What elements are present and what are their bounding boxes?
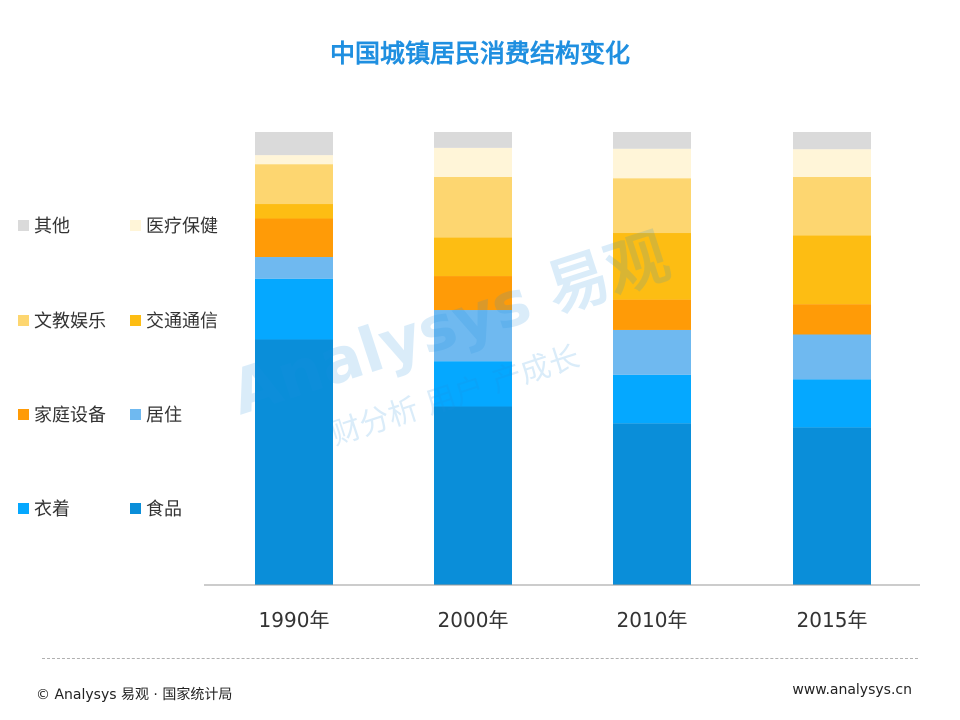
bar-segment-2-5 bbox=[613, 178, 691, 234]
bar-segment-2-1 bbox=[613, 374, 691, 424]
bar-segment-2-4 bbox=[613, 233, 691, 300]
bar-segment-3-7 bbox=[793, 132, 871, 150]
legend-swatch bbox=[18, 314, 29, 326]
legend-item: 家庭设备 bbox=[18, 401, 106, 427]
bar-segment-3-1 bbox=[793, 379, 871, 428]
bar-segment-0-2 bbox=[255, 257, 333, 279]
legend-label: 文教娱乐 bbox=[34, 311, 106, 332]
bar-segment-2-2 bbox=[613, 329, 691, 375]
bar-segment-0-7 bbox=[255, 132, 333, 156]
x-tick-label: 2010年 bbox=[617, 608, 688, 632]
legend-item: 其他 bbox=[18, 212, 70, 238]
chart-title: 中国城镇居民消费结构变化 bbox=[329, 39, 630, 68]
x-tick-label: 1990年 bbox=[259, 608, 330, 632]
legend-item: 交通通信 bbox=[130, 307, 218, 333]
bar-segment-1-1 bbox=[434, 361, 512, 407]
bar-segment-1-6 bbox=[434, 147, 512, 177]
x-tick-label: 2000年 bbox=[438, 608, 509, 632]
bar-segment-1-2 bbox=[434, 310, 512, 362]
legend-label: 衣着 bbox=[34, 499, 70, 520]
legend-swatch bbox=[130, 502, 141, 514]
legend-swatch bbox=[130, 219, 141, 231]
legend-label: 食品 bbox=[146, 499, 182, 520]
legend-item: 衣着 bbox=[18, 495, 70, 521]
bar-segment-3-5 bbox=[793, 176, 871, 236]
bar-segment-0-6 bbox=[255, 155, 333, 165]
footer-url: www.analysys.cn bbox=[792, 682, 912, 698]
legend-label: 家庭设备 bbox=[34, 405, 106, 426]
bar-segment-3-6 bbox=[793, 149, 871, 177]
bar-segment-1-5 bbox=[434, 176, 512, 238]
legend: 其他 医疗保健文教娱乐 交通通信家庭设备 居住衣着 食品 bbox=[18, 212, 258, 532]
bars-group bbox=[255, 132, 871, 585]
legend-item: 文教娱乐 bbox=[18, 307, 106, 333]
footer-source: © Analysys 易观 · 国家统计局 bbox=[36, 687, 233, 703]
legend-item: 食品 bbox=[130, 495, 182, 521]
bar-segment-2-6 bbox=[613, 148, 691, 179]
bar-segment-2-7 bbox=[613, 132, 691, 149]
bar-segment-2-3 bbox=[613, 299, 691, 330]
bar-segment-3-0 bbox=[793, 427, 871, 585]
bar-segment-0-4 bbox=[255, 204, 333, 219]
legend-label: 交通通信 bbox=[146, 311, 218, 332]
legend-swatch bbox=[130, 314, 141, 326]
x-tick-label: 2015年 bbox=[797, 608, 868, 632]
legend-swatch bbox=[18, 219, 29, 231]
legend-label: 其他 bbox=[34, 216, 70, 237]
bar-segment-0-1 bbox=[255, 278, 333, 340]
bar-segment-2-0 bbox=[613, 423, 691, 585]
legend-swatch bbox=[18, 502, 29, 514]
bar-segment-1-0 bbox=[434, 406, 512, 585]
x-tick-labels: 1990年 2000年 2010年 2015年 bbox=[259, 608, 868, 632]
bar-segment-1-7 bbox=[434, 132, 512, 148]
legend-swatch bbox=[18, 408, 29, 420]
bar-segment-3-4 bbox=[793, 235, 871, 305]
bar-segment-0-5 bbox=[255, 164, 333, 205]
bar-segment-1-3 bbox=[434, 276, 512, 311]
bar-segment-3-3 bbox=[793, 304, 871, 335]
bar-segment-0-0 bbox=[255, 339, 333, 585]
legend-swatch bbox=[130, 408, 141, 420]
bar-segment-3-2 bbox=[793, 334, 871, 380]
bar-segment-0-3 bbox=[255, 218, 333, 258]
footer-divider bbox=[42, 658, 918, 659]
legend-item: 医疗保健 bbox=[130, 212, 218, 238]
legend-item: 居住 bbox=[130, 401, 182, 427]
legend-label: 医疗保健 bbox=[146, 216, 218, 237]
legend-label: 居住 bbox=[146, 405, 182, 426]
bar-segment-1-4 bbox=[434, 237, 512, 277]
